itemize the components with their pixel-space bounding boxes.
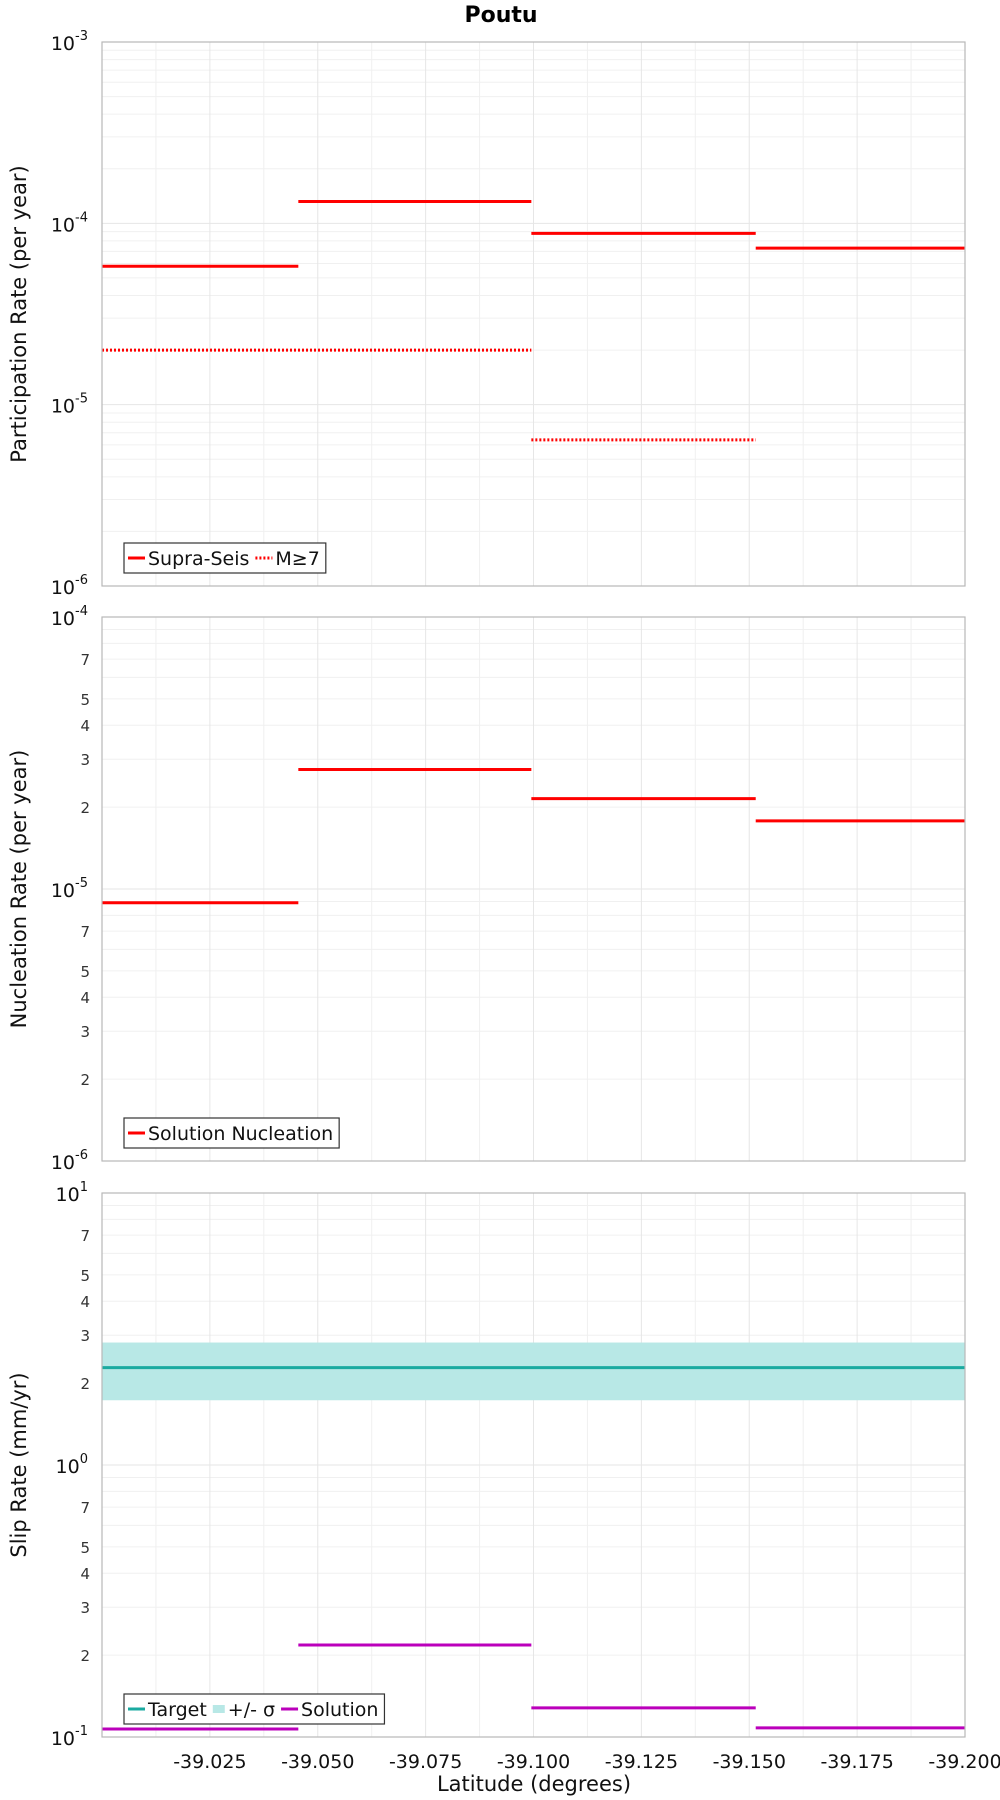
plot-frame	[101, 1192, 966, 1738]
y-minor-tick-label: 5	[80, 1267, 90, 1285]
y-axis-title: Slip Rate (mm/yr)	[7, 1372, 31, 1557]
y-minor-tick-label: 7	[80, 1227, 90, 1245]
y-tick-label: 10-1	[51, 1724, 88, 1750]
y-minor-tick-label: 4	[80, 989, 90, 1007]
x-tick-label: -39.175	[820, 1751, 893, 1773]
panel-1: 10-6 10-5 10-4 10-3 Participation Rate (per …	[7, 29, 966, 599]
x-tick-label: -39.025	[173, 1751, 246, 1773]
y-minor-tick-label: 7	[80, 923, 90, 941]
legend-box	[123, 1693, 386, 1725]
y-tick-exponent: 0	[80, 1452, 88, 1467]
y-tick-exponent: -6	[75, 573, 88, 588]
legend: Target +/- σ Solution	[123, 1693, 386, 1725]
legend: Solution Nucleation	[123, 1117, 340, 1149]
y-axis-title: Nucleation Rate (per year)	[7, 750, 31, 1029]
y-tick-label: 101	[56, 1180, 88, 1206]
y-tick-label: 10-5	[51, 392, 88, 418]
y-tick-label: 10-4	[51, 210, 88, 236]
y-minor-tick-label: 4	[80, 717, 90, 735]
y-minor-tick-label: 7	[80, 651, 90, 669]
legend: Supra-Seis M≥7	[123, 542, 327, 574]
y-tick-exponent: 1	[80, 1180, 88, 1195]
y-tick-label: 10-6	[51, 1148, 88, 1174]
legend-label: Solution	[301, 1699, 378, 1721]
panel-2: 10-6 10-5 10-4 2 2 3 3 4 4 5 5 7 7 Nucleation Rate (p…	[7, 604, 966, 1174]
chart-title: Poutu	[464, 3, 537, 28]
x-axis-title: Latitude (degrees)	[437, 1772, 631, 1796]
x-tick-label: -39.075	[389, 1751, 462, 1773]
x-tick-label: -39.150	[713, 1751, 786, 1773]
y-tick-exponent: -6	[75, 1148, 88, 1163]
legend-label: +/- σ	[228, 1699, 275, 1721]
y-minor-tick-label: 2	[80, 1071, 90, 1089]
y-minor-tick-label: 5	[80, 1539, 90, 1557]
y-minor-tick-label: 2	[80, 799, 90, 817]
y-tick-exponent: -3	[75, 29, 88, 44]
y-minor-tick-label: 2	[80, 1647, 90, 1665]
y-minor-tick-label: 5	[80, 963, 90, 981]
y-tick-label: 100	[56, 1452, 88, 1478]
sigma-band	[102, 1342, 965, 1401]
y-minor-tick-label: 3	[80, 1327, 90, 1345]
y-tick-label: 10-3	[51, 29, 88, 55]
y-minor-tick-label: 2	[80, 1375, 90, 1393]
legend-label: M≥7	[275, 548, 319, 570]
y-minor-tick-label: 3	[80, 1023, 90, 1041]
y-tick-label: 10-4	[51, 604, 88, 630]
legend-box	[123, 1117, 340, 1149]
y-tick-label: 10-6	[51, 573, 88, 599]
legend-label: Solution Nucleation	[148, 1123, 333, 1145]
y-minor-tick-label: 7	[80, 1499, 90, 1517]
plot-frame	[101, 41, 966, 587]
x-tick-label: -39.125	[605, 1751, 678, 1773]
y-minor-tick-label: 4	[80, 1565, 90, 1583]
y-tick-exponent: -4	[75, 210, 88, 225]
legend-label: Target	[147, 1699, 207, 1721]
y-tick-exponent: -4	[75, 604, 88, 619]
y-minor-tick-label: 3	[80, 751, 90, 769]
y-minor-tick-label: 3	[80, 1599, 90, 1617]
y-axis-title: Participation Rate (per year)	[7, 165, 31, 462]
x-tick-label: -39.100	[497, 1751, 570, 1773]
y-tick-label: 10-5	[51, 876, 88, 902]
y-minor-tick-label: 5	[80, 691, 90, 709]
x-tick-label: -39.200	[928, 1751, 1000, 1773]
legend-label: Supra-Seis	[148, 548, 249, 570]
y-minor-tick-label: 4	[80, 1293, 90, 1311]
y-tick-exponent: -5	[75, 392, 88, 407]
plot-frame	[101, 616, 966, 1162]
legend-box	[123, 542, 327, 574]
x-tick-label: -39.050	[281, 1751, 354, 1773]
y-tick-exponent: -5	[75, 876, 88, 891]
y-tick-exponent: -1	[75, 1724, 88, 1739]
